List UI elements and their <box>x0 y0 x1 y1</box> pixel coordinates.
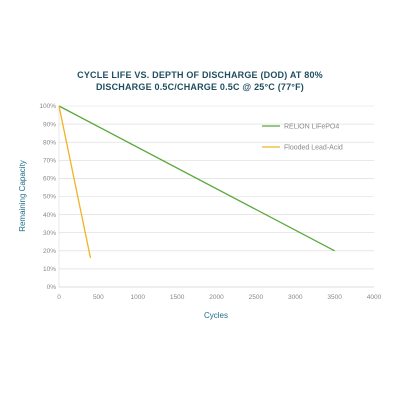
y-tick-label: 20% <box>43 248 56 255</box>
x-tick-label: 4000 <box>367 294 382 301</box>
x-tick-label: 3000 <box>288 294 303 301</box>
y-tick-label: 80% <box>43 139 56 146</box>
series-line-1 <box>58 105 92 259</box>
y-tick-label: 10% <box>43 266 56 273</box>
y-tick-label: 30% <box>43 230 56 237</box>
x-tick-label: 0 <box>57 294 61 301</box>
legend-label-0: RELiON LiFePO4 <box>284 124 339 131</box>
y-tick-label: 90% <box>43 121 56 128</box>
y-tick-label: 60% <box>43 176 56 183</box>
x-tick-label: 2500 <box>249 294 264 301</box>
x-tick-label: 1000 <box>131 294 146 301</box>
y-tick-label: 40% <box>43 212 56 219</box>
chart-subtitle: DISCHARGE 0.5C/CHARGE 0.5C @ 25°C (77°F) <box>95 82 305 92</box>
x-tick-label: 2000 <box>209 294 224 301</box>
x-tick-label: 500 <box>93 294 104 301</box>
x-axis-label: Cycles <box>204 311 228 320</box>
legend-label-1: Flooded Lead-Acid <box>284 145 343 152</box>
y-tick-label: 100% <box>39 103 56 110</box>
y-tick-label: 0% <box>47 284 57 291</box>
series-line-0 <box>58 105 335 252</box>
chart-title: CYCLE LIFE VS. DEPTH OF DISCHARGE (DOD) … <box>77 70 323 80</box>
x-tick-label: 3500 <box>327 294 342 301</box>
y-axis-label: Remaining Capacity <box>18 160 27 232</box>
y-tick-label: 50% <box>43 194 56 201</box>
y-tick-label: 70% <box>43 158 56 165</box>
x-tick-label: 1500 <box>170 294 185 301</box>
